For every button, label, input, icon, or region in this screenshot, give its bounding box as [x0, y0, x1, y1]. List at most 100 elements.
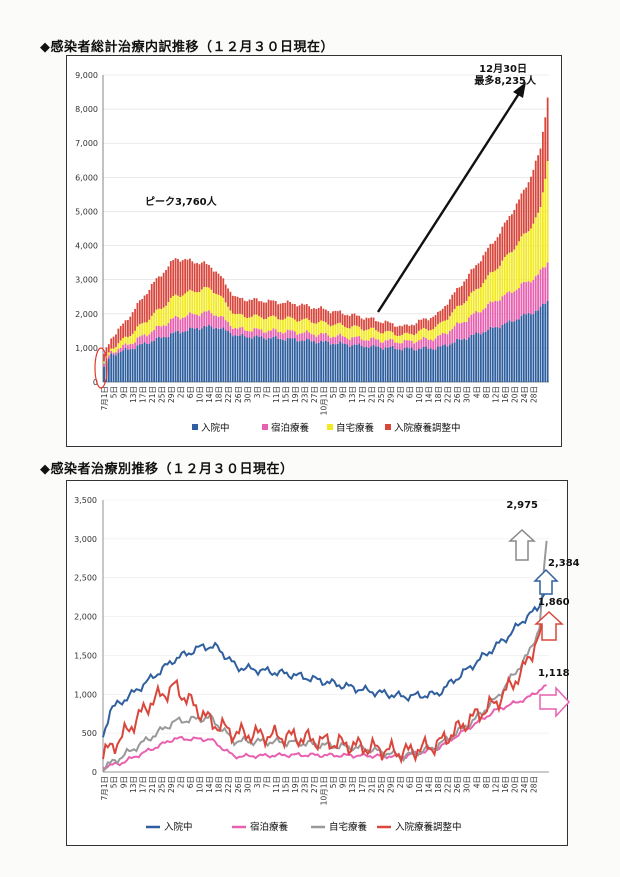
chart1-bar-hotel	[234, 327, 237, 336]
chart1-bar-adjusting	[463, 281, 466, 304]
chart1-bar-hospital	[470, 334, 473, 382]
chart1-bar-hospital	[203, 325, 206, 382]
chart1-bar-hotel	[456, 322, 458, 339]
chart1-bar-home	[389, 330, 392, 339]
chart1-bar-hotel	[463, 321, 466, 339]
chart1-bar-home	[370, 327, 373, 338]
chart1-bar-adjusting	[355, 315, 358, 326]
chart1-bar-hotel	[534, 276, 537, 311]
chart1-bar-home	[434, 326, 437, 339]
chart1-bar-hospital	[391, 345, 394, 382]
chart1-bar-home	[406, 332, 408, 341]
chart1-bar-hospital	[494, 327, 497, 382]
chart1-bar-hospital	[272, 336, 275, 382]
chart1-bar-home	[220, 295, 222, 317]
chart1-bar-hospital	[222, 327, 225, 382]
chart1-bar-home	[229, 310, 232, 327]
chart1-bar-home	[305, 318, 308, 331]
chart1-bar-adjusting	[203, 261, 206, 288]
chart1-bar-adjusting	[334, 310, 337, 325]
chart1-bar-hotel	[491, 302, 494, 328]
chart1-bar-hospital	[384, 347, 387, 382]
chart1-bar-hotel	[541, 267, 544, 304]
chart1-bar-hospital	[112, 354, 115, 382]
chart1-bar-hotel	[103, 363, 105, 367]
chart1-bar-hospital	[103, 366, 105, 382]
chart1-bar-home	[184, 293, 187, 318]
chart1-bar-adjusting	[525, 187, 528, 233]
chart1-bar-adjusting	[332, 311, 334, 326]
chart1-bar-adjusting	[110, 338, 113, 349]
chart1-xtick-label: 13日	[129, 386, 138, 403]
chart1-bar-hospital	[336, 343, 339, 382]
chart1-bar-home	[246, 318, 249, 331]
chart1-bar-hotel	[537, 274, 540, 311]
chart1-bar-home	[334, 324, 337, 338]
chart1-bar-adjusting	[394, 326, 396, 336]
chart1-bar-hospital	[153, 341, 156, 382]
chart1-bar-adjusting	[155, 278, 158, 310]
chart1-bar-home	[270, 316, 272, 331]
chart1-bar-hotel	[522, 281, 525, 314]
chart1-bar-hospital	[260, 336, 263, 382]
chart1-bar-hospital	[506, 322, 509, 382]
chart1-bar-hotel	[184, 317, 187, 332]
chart1-bar-hospital	[158, 336, 160, 382]
chart1-bar-adjusting	[410, 324, 413, 335]
chart1-bar-hotel	[346, 338, 349, 345]
chart1-bar-adjusting	[351, 313, 353, 327]
chart1-bar-hotel	[324, 332, 327, 341]
chart1-bar-home	[441, 321, 444, 333]
chart1-bar-home	[377, 331, 380, 340]
chart1-bar-hospital	[437, 346, 439, 382]
chart2-xtick-label: 29日	[386, 776, 395, 793]
chart1-bar-hospital	[482, 332, 485, 382]
chart1-bar-hotel	[453, 326, 456, 343]
chart1-bar-home	[332, 325, 334, 337]
chart1-bar-hotel	[203, 311, 206, 326]
chart1-bar-home	[468, 296, 470, 318]
chart1-xtick-label: 14日	[205, 386, 214, 403]
chart1-bar-hospital	[441, 345, 444, 382]
chart1-bar-adjusting	[267, 299, 270, 317]
chart1-bar-home	[279, 319, 282, 333]
chart1-bar-adjusting	[205, 264, 208, 288]
chart1-bar-hotel	[136, 337, 139, 346]
chart1-bar-hotel	[229, 326, 232, 333]
chart1-bar-adjusting	[513, 209, 516, 250]
chart1-bar-adjusting	[136, 303, 139, 327]
chart1-xtick-label: 6日	[186, 386, 195, 398]
chart2-xtick-label: 21日	[367, 776, 376, 793]
chart1-bar-hospital	[179, 333, 182, 382]
chart1-bar-hotel	[127, 345, 129, 350]
chart1-bar-hospital	[530, 314, 532, 382]
chart1-bar-hotel	[375, 339, 377, 347]
chart1-bar-home	[150, 315, 153, 332]
chart1-bar-home	[253, 314, 256, 329]
chart1-bar-adjusting	[327, 311, 330, 325]
chart1-bar-hospital	[532, 314, 535, 382]
chart1-ytick-label: 8,000	[75, 105, 98, 114]
chart1-bar-hospital	[258, 336, 260, 382]
chart1-bar-hotel	[363, 340, 365, 348]
chart1-bar-hospital	[124, 347, 127, 382]
chart1-bar-home	[518, 241, 520, 289]
chart1-bar-adjusting	[277, 304, 280, 320]
chart1-bar-home	[196, 292, 198, 315]
chart1-bar-hotel	[286, 329, 289, 338]
chart1-bar-hospital	[198, 329, 201, 382]
chart1-bar-adjusting	[141, 298, 144, 324]
chart1-bar-hospital	[403, 347, 406, 382]
chart1-bar-hospital	[169, 333, 172, 382]
chart1-bar-adjusting	[282, 302, 284, 320]
chart1-bar-hotel	[153, 329, 156, 342]
chart1-bar-home	[417, 330, 420, 341]
chart1-bar-hotel	[189, 312, 191, 328]
chart1-ytick-label: 4,000	[75, 242, 98, 251]
chart1-bar-hotel	[384, 340, 387, 348]
chart1-bar-hospital	[308, 339, 311, 382]
chart1-bar-adjusting	[377, 321, 380, 332]
chart1-bar-hotel	[439, 334, 442, 347]
chart1-bar-hospital	[510, 321, 513, 382]
chart1-bar-hospital	[327, 341, 330, 382]
